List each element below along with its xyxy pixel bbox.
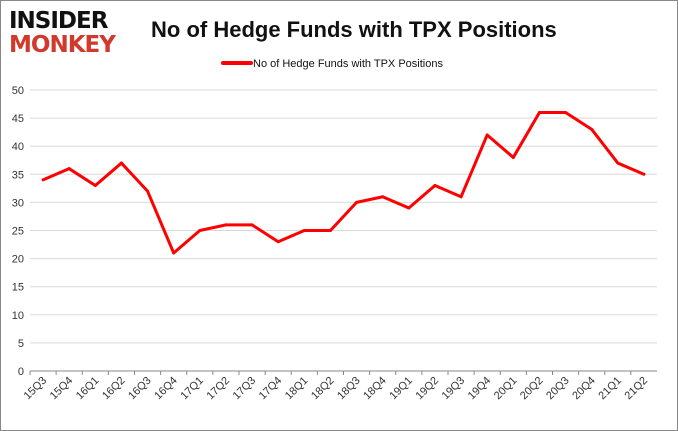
data-point (224, 223, 228, 227)
data-point (328, 229, 332, 232)
data-point (459, 195, 463, 199)
data-point (564, 110, 568, 114)
logo-line1: INSIDER (9, 8, 108, 34)
x-tick-label: 15Q3 (22, 375, 50, 403)
x-tick-label: 21Q1 (596, 375, 624, 403)
insider-monkey-logo: INSIDER MONKEY (9, 8, 116, 58)
data-point (119, 161, 123, 165)
y-tick-label: 40 (12, 141, 24, 153)
y-tick-label: 50 (12, 85, 24, 97)
y-tick-label: 20 (12, 254, 24, 266)
data-point (590, 127, 594, 131)
data-point (381, 195, 385, 199)
y-tick-label: 5 (18, 338, 24, 350)
x-tick-label: 15Q4 (48, 375, 76, 403)
x-tick-label: 16Q1 (74, 375, 102, 403)
legend-label: No of Hedge Funds with TPX Positions (253, 58, 443, 70)
x-tick-label: 16Q3 (126, 375, 154, 403)
series-line (42, 110, 645, 255)
x-tick-label: 19Q3 (440, 375, 468, 403)
x-tick-label: 18Q1 (283, 375, 311, 403)
data-point (67, 167, 71, 171)
logo-line2: MONKEY (9, 32, 116, 58)
x-tick-label: 16Q4 (152, 375, 180, 403)
data-point (93, 184, 97, 188)
data-point (485, 133, 489, 137)
x-tick-label: 17Q4 (257, 375, 285, 403)
chart-title: No of Hedge Funds with TPX Positions (151, 17, 557, 42)
data-point (276, 240, 280, 244)
x-tick-label: 18Q2 (309, 375, 337, 403)
x-tick-label: 18Q4 (361, 375, 389, 403)
y-tick-label: 0 (18, 366, 24, 378)
data-point (146, 189, 150, 193)
data-point (250, 223, 254, 227)
x-tick-label: 19Q2 (414, 375, 442, 403)
x-tick-label: 17Q3 (231, 375, 259, 403)
x-tick-label: 20Q2 (518, 375, 546, 403)
x-tick-label: 16Q2 (100, 375, 128, 403)
x-tick-label: 19Q1 (387, 375, 415, 403)
data-point (407, 206, 411, 210)
data-point (537, 110, 541, 114)
data-point (616, 161, 620, 165)
y-tick-label: 15 (12, 282, 24, 294)
data-point (511, 155, 515, 159)
x-tick-label: 20Q1 (492, 375, 520, 403)
y-tick-label: 25 (12, 226, 24, 238)
x-tick-label: 20Q4 (570, 375, 598, 403)
data-point (172, 251, 176, 255)
y-tick-label: 30 (12, 197, 24, 209)
x-tick-label: 20Q3 (544, 375, 572, 403)
x-tick-label: 17Q2 (205, 375, 233, 403)
data-point (433, 184, 437, 188)
data-point (642, 172, 646, 176)
data-point (41, 178, 45, 182)
data-point (355, 200, 359, 204)
y-tick-label: 10 (12, 310, 24, 322)
x-tick-label: 18Q3 (335, 375, 363, 403)
y-tick-label: 45 (12, 113, 24, 125)
y-tick-label: 35 (12, 169, 24, 181)
data-point (198, 229, 202, 232)
x-tick-label: 17Q1 (178, 375, 206, 403)
data-point (302, 229, 306, 232)
x-tick-label: 21Q2 (623, 375, 651, 403)
x-tick-label: 19Q4 (466, 375, 494, 403)
